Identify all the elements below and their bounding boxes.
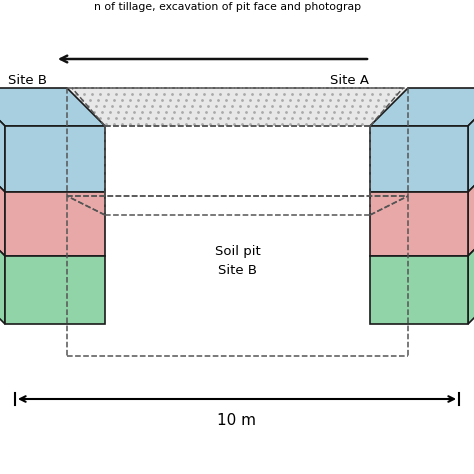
Text: Site A: Site A bbox=[330, 74, 369, 87]
Polygon shape bbox=[370, 88, 474, 126]
Polygon shape bbox=[67, 88, 408, 126]
Polygon shape bbox=[370, 126, 468, 192]
Polygon shape bbox=[468, 218, 474, 324]
Polygon shape bbox=[468, 154, 474, 256]
Polygon shape bbox=[370, 256, 468, 324]
Polygon shape bbox=[468, 88, 474, 192]
Text: 10 m: 10 m bbox=[218, 413, 256, 428]
Polygon shape bbox=[5, 256, 105, 324]
Text: Site B: Site B bbox=[218, 264, 257, 277]
Polygon shape bbox=[0, 88, 5, 192]
Polygon shape bbox=[5, 126, 105, 192]
Text: n of tillage, excavation of pit face and photograp: n of tillage, excavation of pit face and… bbox=[94, 2, 361, 12]
Polygon shape bbox=[5, 192, 105, 256]
Polygon shape bbox=[0, 218, 5, 324]
Polygon shape bbox=[370, 192, 468, 256]
Polygon shape bbox=[0, 154, 5, 256]
Text: Site B: Site B bbox=[8, 74, 47, 87]
Text: Soil pit: Soil pit bbox=[215, 245, 260, 257]
Polygon shape bbox=[0, 88, 105, 126]
